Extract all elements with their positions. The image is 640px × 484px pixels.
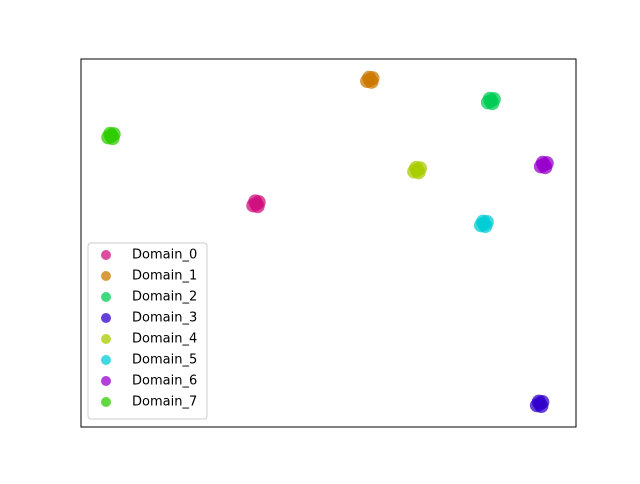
legend-marker [101, 292, 111, 302]
legend-marker [101, 334, 111, 344]
legend-frame [87, 242, 208, 420]
point [363, 72, 378, 87]
point [104, 128, 119, 143]
point [536, 157, 551, 172]
point [476, 216, 491, 231]
legend-label: Domain_4 [132, 332, 197, 347]
legend-label: Domain_6 [132, 374, 197, 389]
axes-frame [80, 58, 577, 428]
legend-label: Domain_1 [132, 269, 197, 284]
legend-label: Domain_0 [132, 248, 197, 263]
legend-label: Domain_7 [132, 395, 197, 410]
legend-marker [101, 355, 111, 365]
legend-label: Domain_5 [132, 353, 197, 368]
legend-marker [101, 376, 111, 386]
point [532, 396, 547, 411]
legend-label: Domain_2 [132, 290, 197, 305]
legend-marker [101, 313, 111, 323]
legend-marker [101, 271, 111, 281]
legend-marker [101, 397, 111, 407]
point [483, 93, 498, 108]
point [410, 163, 425, 178]
point [249, 196, 264, 211]
legend-marker [101, 250, 111, 260]
legend-label: Domain_3 [132, 311, 197, 326]
